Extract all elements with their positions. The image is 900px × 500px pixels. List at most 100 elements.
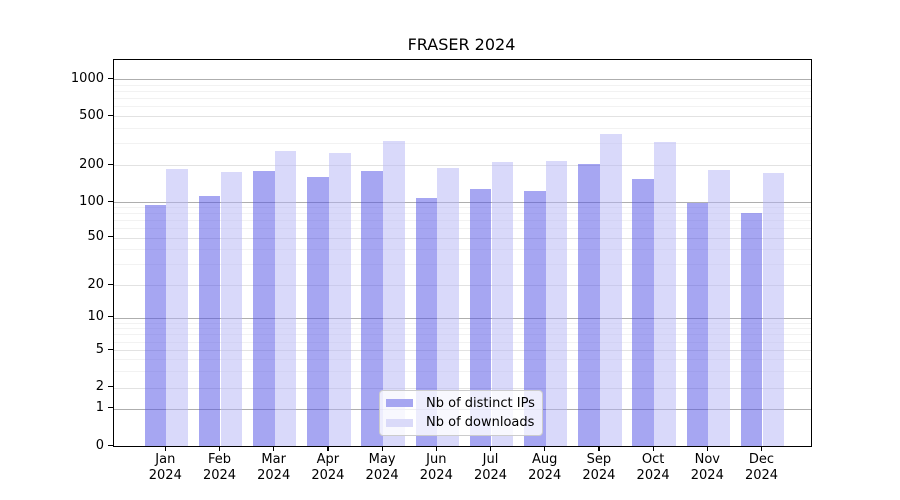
bar-downloads <box>708 170 731 446</box>
x-tick-label: Jul 2024 <box>459 452 523 484</box>
bar-distinct-ips <box>523 191 546 446</box>
y-tick <box>107 407 113 409</box>
x-tick-label-line: 2024 <box>311 468 345 483</box>
x-tick-label-line: Oct <box>641 452 665 467</box>
bar-distinct-ips <box>361 170 384 446</box>
gridline-minor <box>114 106 811 108</box>
x-tick-label-line: Jul <box>482 452 499 467</box>
x-tick-label-line: Apr <box>316 452 340 467</box>
y-tick-label: 1 <box>95 400 104 415</box>
x-tick <box>490 446 492 451</box>
y-tick-label: 500 <box>79 107 104 123</box>
y-tick-label: 50 <box>87 229 104 245</box>
x-tick-label: Feb 2024 <box>188 452 252 484</box>
x-tick-label-line: May <box>368 452 396 467</box>
x-tick <box>761 446 763 451</box>
bar-downloads <box>274 151 297 446</box>
gridline-minor <box>114 249 811 251</box>
bar-distinct-ips <box>252 170 275 446</box>
x-tick-label-line: 2024 <box>419 468 453 483</box>
y-tick <box>107 163 113 165</box>
x-tick-label-line: 2024 <box>365 468 399 483</box>
bar-distinct-ips <box>198 195 221 446</box>
y-tick-label: 0 <box>95 437 104 453</box>
x-tick-label: Dec 2024 <box>730 452 794 484</box>
y-tick-label: 10 <box>87 309 104 325</box>
x-tick-label-line: Mar <box>261 452 286 467</box>
x-tick-label-line: Jun <box>426 452 447 467</box>
gridline-major-emphasized <box>114 202 811 203</box>
y-tick <box>107 444 113 446</box>
bar-distinct-ips <box>578 163 600 446</box>
x-tick-label-line: 2024 <box>473 468 508 483</box>
x-tick-label: Mar 2024 <box>242 452 306 484</box>
chart-title: FRASER 2024 <box>407 35 516 54</box>
x-tick-label: Sep 2024 <box>567 452 631 484</box>
gridline-minor <box>114 213 811 215</box>
x-tick-label-line: Feb <box>207 452 232 467</box>
legend-label-distinct-ips: Nb of distinct IPs <box>426 395 535 411</box>
bar-distinct-ips <box>686 203 709 446</box>
gridline-minor <box>114 371 811 373</box>
x-tick <box>544 446 546 451</box>
bar-downloads <box>654 142 676 446</box>
y-tick-label: 200 <box>79 156 104 172</box>
bar-downloads <box>220 172 243 446</box>
x-tick-label-line: 2024 <box>582 468 616 483</box>
x-tick-label-line: Dec <box>748 452 775 467</box>
legend: Nb of distinct IPs Nb of downloads <box>379 390 543 436</box>
x-tick-label-line: Jan <box>155 452 176 467</box>
y-tick <box>107 77 113 79</box>
gridline-minor <box>114 84 811 86</box>
legend-item-downloads: Nb of downloads <box>386 415 542 430</box>
gridline-minor <box>114 207 811 209</box>
gridline-major-emphasized <box>114 317 811 319</box>
legend-item-distinct-ips: Nb of distinct IPs <box>386 396 542 411</box>
x-tick-label: Jan 2024 <box>133 452 197 484</box>
x-tick-label-line: 2024 <box>528 468 562 483</box>
x-tick-label: Oct 2024 <box>621 452 685 484</box>
x-tick <box>327 446 329 451</box>
x-tick-label: Jun 2024 <box>404 452 468 484</box>
x-tick-label-line: 2024 <box>148 468 182 483</box>
y-tick <box>107 316 113 318</box>
plot-area <box>113 59 812 447</box>
x-tick-label-line: Nov <box>694 452 720 467</box>
bar-downloads <box>437 168 460 446</box>
x-tick-label-line: 2024 <box>690 468 724 483</box>
legend-swatch-downloads-icon <box>386 418 413 427</box>
y-tick-label: 20 <box>87 276 104 292</box>
bar-distinct-ips <box>144 204 167 446</box>
x-tick-label-line: Aug <box>531 452 558 467</box>
x-tick-label-line: 2024 <box>636 468 670 483</box>
gridline-major <box>114 116 811 117</box>
x-tick-label-line: 2024 <box>744 468 779 483</box>
gridline-minor <box>114 128 811 129</box>
gridline-major <box>114 285 811 286</box>
legend-label-downloads: Nb of downloads <box>426 415 535 431</box>
legend-swatch-distinct-ips-icon <box>386 399 413 408</box>
y-tick-label: 5 <box>95 341 104 357</box>
x-tick-label: Nov 2024 <box>675 452 739 484</box>
gridline-minor <box>114 98 811 100</box>
bar-distinct-ips <box>740 213 763 446</box>
gridline-major <box>114 350 811 352</box>
x-tick-label: Aug 2024 <box>513 452 577 484</box>
gridline-minor <box>114 359 811 361</box>
bar-downloads <box>491 161 514 446</box>
bar-downloads <box>328 153 351 446</box>
y-tick <box>107 114 113 116</box>
gridline-minor <box>114 334 811 336</box>
y-tick <box>107 236 113 238</box>
x-tick <box>598 446 600 451</box>
bar-downloads <box>166 169 189 446</box>
x-tick <box>219 446 221 451</box>
x-tick <box>273 446 275 451</box>
x-tick-label: May 2024 <box>350 452 414 484</box>
x-tick <box>706 446 708 451</box>
gridline-major <box>114 165 811 167</box>
x-tick-label-line: 2024 <box>202 468 237 483</box>
bar-distinct-ips <box>469 189 492 446</box>
x-tick-label-line: Sep <box>586 452 612 467</box>
